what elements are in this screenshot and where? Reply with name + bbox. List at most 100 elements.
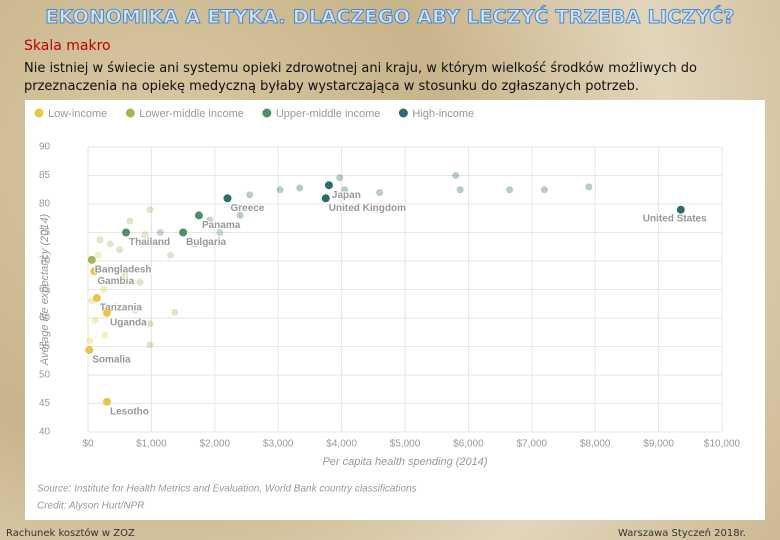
- data-point: [96, 276, 104, 284]
- x-tick-label: $10,000: [704, 439, 741, 450]
- data-point: [141, 231, 149, 239]
- data-point: [676, 205, 685, 214]
- legend-marker: [34, 108, 44, 118]
- slide-text: Nie istniej w świecie ani systemu opieki…: [24, 61, 697, 94]
- data-point: [87, 255, 96, 264]
- y-tick-label: 85: [39, 170, 51, 181]
- data-point: [452, 172, 460, 179]
- point-label: Panama: [202, 220, 241, 231]
- x-tick-label: $9,000: [643, 439, 674, 450]
- chart-panel: Low-income Lower-middle income Upper-middl…: [25, 100, 765, 520]
- legend-label: Upper-middle income: [276, 108, 381, 120]
- data-point: [179, 228, 188, 237]
- data-point: [101, 331, 109, 339]
- legend-label: Low-income: [48, 108, 107, 120]
- x-tick-label: $7,000: [517, 439, 548, 450]
- source: Source: Institute for Health Metrics and…: [37, 484, 417, 495]
- data-point: [191, 240, 199, 248]
- point-label: Bangladesh: [95, 265, 152, 276]
- data-point: [131, 306, 139, 314]
- point-label: United States: [643, 213, 707, 224]
- point-label: Somalia: [92, 355, 131, 366]
- x-tick-label: $2,000: [200, 439, 231, 450]
- chart: Low-income Lower-middle income Upper-middl…: [34, 108, 741, 512]
- footer-left: Rachunek kosztów w ZOZ: [6, 528, 135, 539]
- data-point: [96, 236, 104, 244]
- y-tick-label: 80: [39, 199, 51, 210]
- data-point: [156, 229, 164, 236]
- x-tick-label: $8,000: [580, 439, 611, 450]
- x-tick-label: $5,000: [390, 439, 421, 450]
- data-point: [122, 228, 131, 237]
- data-point: [136, 278, 144, 286]
- point-label: Lesotho: [110, 406, 149, 417]
- data-point: [456, 186, 464, 194]
- data-point: [296, 184, 304, 192]
- y-tick-label: 65: [39, 284, 51, 295]
- y-tick-label: 50: [39, 370, 51, 381]
- data-point: [206, 216, 214, 224]
- data-point: [246, 191, 254, 199]
- data-point: [276, 186, 284, 194]
- data-point: [121, 271, 129, 279]
- data-point: [106, 266, 114, 274]
- data-point: [116, 246, 124, 254]
- data-point: [376, 189, 384, 197]
- credit: Credit: Alyson Hurt/NPR: [37, 501, 144, 512]
- data-point: [146, 341, 154, 349]
- data-point: [171, 308, 179, 316]
- y-tick-label: 90: [39, 142, 51, 153]
- data-point: [126, 217, 134, 225]
- point-label: Uganda: [110, 318, 147, 329]
- data-point: [540, 186, 548, 194]
- data-point: [341, 186, 349, 194]
- data-point: [321, 194, 330, 203]
- x-tick-label: $0: [82, 439, 94, 450]
- y-tick-label: 40: [39, 427, 51, 438]
- point-label: Bulgaria: [186, 237, 226, 248]
- point-label: Gambia: [97, 276, 134, 287]
- y-axis-label: Average life expectancy (2014): [39, 213, 51, 366]
- point-label: Thailand: [129, 237, 170, 248]
- data-point: [103, 397, 112, 406]
- data-point: [236, 211, 244, 219]
- data-point: [106, 240, 114, 248]
- y-tick-label: 70: [39, 256, 51, 267]
- data-point: [100, 286, 108, 293]
- data-point: [86, 337, 94, 345]
- legend-marker: [262, 108, 272, 118]
- point-label: Japan: [332, 190, 361, 201]
- point-label: United Kingdom: [329, 203, 406, 214]
- data-point: [85, 345, 94, 354]
- legend-label: High-income: [412, 108, 474, 120]
- data-point: [585, 183, 593, 191]
- data-point: [146, 206, 154, 214]
- data-point: [324, 181, 333, 190]
- legend-marker: [398, 108, 408, 118]
- data-point: [94, 251, 102, 259]
- x-axis-label: Per capita health spending (2014): [322, 456, 487, 468]
- y-tick-label: 60: [39, 313, 51, 324]
- slide-subtitle: Skala makro: [24, 38, 111, 54]
- data-point: [103, 308, 112, 317]
- legend-marker: [125, 108, 135, 118]
- x-tick-label: $6,000: [453, 439, 484, 450]
- data-point: [90, 267, 99, 276]
- footer-right: Warszawa Styczeń 2018r.: [618, 528, 746, 539]
- data-point: [506, 186, 514, 194]
- y-tick-label: 45: [39, 398, 51, 409]
- legend-label: Lower-middle income: [139, 108, 244, 120]
- y-tick-label: 55: [39, 341, 51, 352]
- data-point: [166, 251, 174, 259]
- data-point: [223, 194, 232, 203]
- data-point: [91, 316, 99, 324]
- x-tick-label: $3,000: [263, 439, 294, 450]
- data-point: [216, 229, 224, 236]
- data-point: [92, 294, 101, 303]
- point-label: Greece: [230, 203, 264, 214]
- x-tick-label: $1,000: [136, 439, 167, 450]
- x-tick-label: $4,000: [326, 439, 357, 450]
- data-point: [111, 303, 119, 311]
- data-point: [194, 211, 203, 220]
